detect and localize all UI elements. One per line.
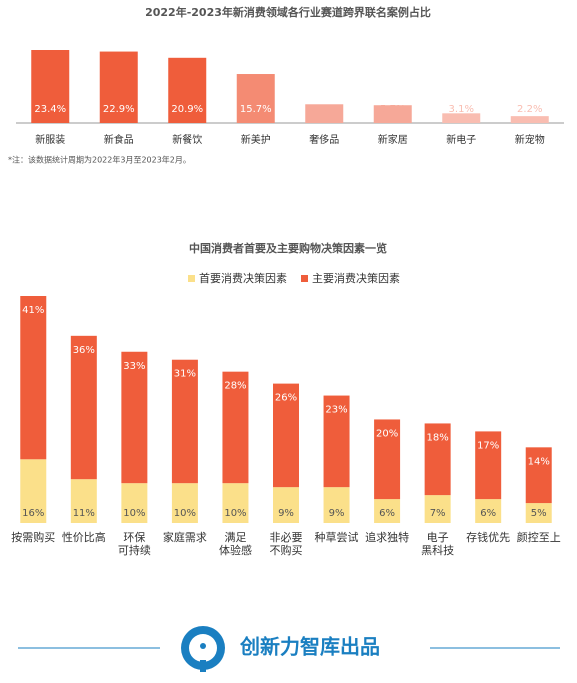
x-tick-label: 追求独特 (365, 530, 409, 544)
chart-title: 中国消费者首要及主要购物决策因素一览 (189, 241, 387, 255)
bar-segment (20, 296, 47, 460)
bar (305, 104, 344, 123)
value-label: 3.1% (449, 104, 474, 115)
x-tick-label: 按需购买 (11, 530, 55, 544)
bar-segment (121, 351, 148, 484)
value-label: 22.9% (103, 104, 135, 115)
value-label: 23.4% (34, 104, 66, 115)
value-label: 6% (379, 508, 395, 519)
bar-segment (70, 335, 97, 480)
bar-segment (70, 479, 97, 523)
x-tick-label: 电子黑科技 (421, 531, 454, 557)
x-tick-label: 新美护 (241, 133, 271, 146)
legend-swatch (188, 275, 195, 282)
x-tick-label: 新餐饮 (172, 133, 202, 146)
value-label: 7% (430, 508, 446, 519)
bar-segment (424, 495, 451, 523)
bar-segment (273, 487, 299, 523)
x-tick-label: 新食品 (104, 133, 134, 146)
logo-icon (181, 626, 225, 672)
value-label: 23% (325, 405, 347, 416)
x-tick-label: 新电子 (446, 133, 476, 146)
x-tick-label: 非必要不购买 (270, 531, 303, 557)
x-tick-label: 满足体验感 (219, 531, 252, 557)
x-tick-label: 环保可持续 (118, 530, 151, 557)
bar-segment (374, 419, 401, 500)
value-label: 9% (278, 508, 294, 519)
value-label: 5% (531, 508, 547, 519)
bar (236, 74, 275, 123)
legend-label: 首要消费决策因素 (199, 271, 287, 285)
value-label: 28% (224, 381, 246, 392)
bar-segment (525, 447, 552, 504)
brand: 创新力智库出品 (239, 635, 380, 659)
value-label: 33% (123, 361, 145, 372)
value-label: 16% (22, 508, 44, 519)
bar-segment (323, 487, 350, 523)
value-label: 6% (480, 508, 496, 519)
bar-segment (222, 371, 249, 484)
bar-segment (475, 431, 502, 500)
value-label: 11% (73, 508, 95, 519)
value-label: 20% (376, 428, 398, 439)
value-label: 10% (123, 508, 145, 519)
value-label: 9% (329, 508, 345, 519)
bar (31, 50, 70, 123)
x-tick-label: 种草尝试 (315, 530, 359, 544)
bar (373, 105, 412, 123)
bar-segment (323, 395, 350, 488)
footnote: *注：该数据统计周期为2022年3月至2023年2月。 (8, 155, 191, 165)
x-tick-label: 家庭需求 (163, 530, 207, 544)
bar (168, 57, 207, 123)
x-tick-label: 存钱优先 (466, 530, 510, 544)
legend-swatch (301, 275, 308, 282)
value-label: 41% (22, 305, 44, 316)
value-label: 10% (224, 508, 246, 519)
bar-segment (475, 499, 502, 523)
value-label: 14% (528, 456, 550, 467)
bar-segment (121, 483, 148, 523)
value-label: 6.0% (312, 104, 337, 115)
bar (442, 113, 481, 123)
value-label: 20.9% (171, 104, 203, 115)
value-label: 15.7% (240, 104, 272, 115)
bar-segment (171, 483, 198, 523)
bar-segment (525, 503, 552, 523)
x-tick-label: 奢侈品 (309, 133, 339, 146)
value-label: 2.2% (517, 104, 542, 115)
value-label: 18% (427, 432, 449, 443)
bar-segment (222, 483, 249, 523)
bar (99, 51, 138, 123)
value-label: 17% (477, 440, 499, 451)
x-tick-label: 性价比高 (62, 530, 106, 544)
x-tick-label: 新服装 (35, 133, 65, 146)
value-label: 36% (73, 345, 95, 356)
bar-segment (273, 383, 299, 488)
chart-title: 2022年-2023年新消费领域各行业赛道跨界联名案例占比 (145, 5, 431, 19)
value-label: 26% (275, 393, 297, 404)
legend-label: 主要消费决策因素 (312, 271, 400, 285)
x-tick-label: 颜控至上 (517, 530, 561, 544)
value-label: 5.7% (380, 104, 405, 115)
bar-segment (374, 499, 401, 523)
x-tick-label: 新宠物 (515, 133, 545, 146)
value-label: 31% (174, 369, 196, 380)
x-tick-label: 新家居 (378, 133, 408, 146)
bar (510, 116, 549, 123)
bar-segment (20, 459, 47, 523)
bar-segment (424, 423, 451, 496)
value-label: 10% (174, 508, 196, 519)
bar-segment (171, 359, 198, 484)
